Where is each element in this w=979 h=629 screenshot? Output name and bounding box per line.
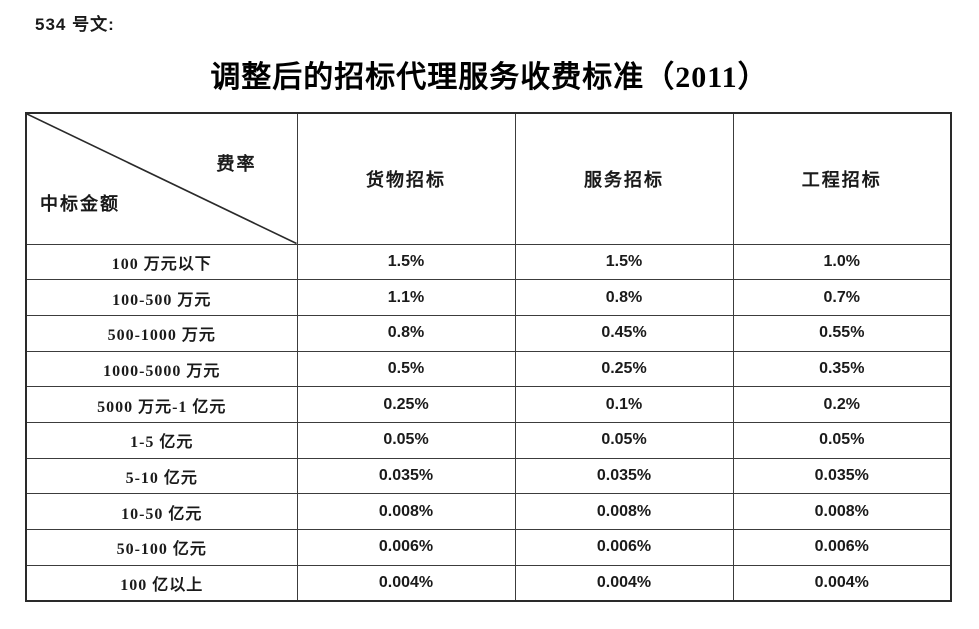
engineering-rate-cell: 0.006% bbox=[732, 529, 952, 566]
goods-rate-cell: 0.8% bbox=[296, 314, 516, 352]
engineering-rate-cell: 0.05% bbox=[732, 421, 952, 459]
engineering-rate-cell: 0.008% bbox=[732, 493, 952, 530]
engineering-rate-cell: 0.35% bbox=[732, 350, 952, 388]
column-header-services: 服务招标 bbox=[514, 112, 734, 245]
table-header-row: 费率 中标金额 货物招标 服务招标 工程招标 bbox=[25, 112, 952, 245]
amount-range-cell: 100 亿以上 bbox=[25, 564, 298, 602]
goods-rate-cell: 0.035% bbox=[296, 457, 516, 495]
services-rate-cell: 0.006% bbox=[514, 529, 734, 566]
page-title: 调整后的招标代理服务收费标准（2011） bbox=[210, 61, 769, 94]
corner-amount-label: 中标金额 bbox=[40, 193, 120, 214]
column-header-goods: 货物招标 bbox=[296, 112, 516, 245]
services-rate-cell: 0.45% bbox=[514, 314, 734, 352]
services-rate-cell: 0.1% bbox=[514, 386, 734, 423]
diagonal-header-cell: 费率 中标金额 bbox=[25, 112, 298, 245]
amount-range-cell: 100-500 万元 bbox=[25, 279, 298, 316]
engineering-rate-cell: 1.0% bbox=[732, 243, 952, 281]
amount-range-cell: 5-10 亿元 bbox=[25, 457, 298, 495]
services-rate-cell: 0.25% bbox=[514, 350, 734, 388]
table-row: 10-50 亿元 0.008% 0.008% 0.008% bbox=[25, 493, 952, 530]
table-body: 100 万元以下 1.5% 1.5% 1.0% 100-500 万元 1.1% … bbox=[25, 243, 952, 602]
services-rate-cell: 0.05% bbox=[514, 421, 734, 459]
column-header-engineering: 工程招标 bbox=[732, 112, 952, 245]
amount-range-cell: 5000 万元-1 亿元 bbox=[25, 386, 298, 423]
goods-rate-cell: 0.006% bbox=[296, 529, 516, 566]
services-rate-cell: 1.5% bbox=[514, 243, 734, 281]
goods-rate-cell: 0.5% bbox=[296, 350, 516, 388]
table-row: 50-100 亿元 0.006% 0.006% 0.006% bbox=[25, 529, 952, 566]
amount-range-cell: 1000-5000 万元 bbox=[25, 350, 298, 388]
table-row: 500-1000 万元 0.8% 0.45% 0.55% bbox=[25, 314, 952, 352]
table-row: 100 万元以下 1.5% 1.5% 1.0% bbox=[25, 243, 952, 281]
engineering-rate-cell: 0.035% bbox=[732, 457, 952, 495]
engineering-rate-cell: 0.2% bbox=[732, 386, 952, 423]
fee-rate-table: 费率 中标金额 货物招标 服务招标 工程招标 100 万元以下 1.5% 1.5… bbox=[25, 112, 952, 602]
corner-rate-label: 费率 bbox=[216, 154, 257, 174]
table-row: 100-500 万元 1.1% 0.8% 0.7% bbox=[25, 279, 952, 316]
engineering-rate-cell: 0.55% bbox=[732, 314, 952, 352]
amount-range-cell: 10-50 亿元 bbox=[25, 493, 298, 530]
goods-rate-cell: 1.5% bbox=[296, 243, 516, 281]
goods-rate-cell: 1.1% bbox=[296, 279, 516, 316]
amount-range-cell: 50-100 亿元 bbox=[25, 529, 298, 566]
engineering-rate-cell: 0.7% bbox=[732, 279, 952, 316]
table-row: 5-10 亿元 0.035% 0.035% 0.035% bbox=[25, 457, 952, 495]
services-rate-cell: 0.8% bbox=[514, 279, 734, 316]
doc-number-label: 534 号文: bbox=[35, 15, 115, 34]
table-row: 5000 万元-1 亿元 0.25% 0.1% 0.2% bbox=[25, 386, 952, 423]
engineering-rate-cell: 0.004% bbox=[732, 564, 952, 602]
amount-range-cell: 500-1000 万元 bbox=[25, 314, 298, 352]
services-rate-cell: 0.004% bbox=[514, 564, 734, 602]
table-row: 1-5 亿元 0.05% 0.05% 0.05% bbox=[25, 421, 952, 459]
services-rate-cell: 0.035% bbox=[514, 457, 734, 495]
table-row: 1000-5000 万元 0.5% 0.25% 0.35% bbox=[25, 350, 952, 388]
goods-rate-cell: 0.05% bbox=[296, 421, 516, 459]
amount-range-cell: 100 万元以下 bbox=[25, 243, 298, 281]
goods-rate-cell: 0.008% bbox=[296, 493, 516, 530]
amount-range-cell: 1-5 亿元 bbox=[25, 421, 298, 459]
goods-rate-cell: 0.004% bbox=[296, 564, 516, 602]
services-rate-cell: 0.008% bbox=[514, 493, 734, 530]
goods-rate-cell: 0.25% bbox=[296, 386, 516, 423]
diagonal-divider-line bbox=[27, 114, 297, 244]
table-row: 100 亿以上 0.004% 0.004% 0.004% bbox=[25, 564, 952, 602]
